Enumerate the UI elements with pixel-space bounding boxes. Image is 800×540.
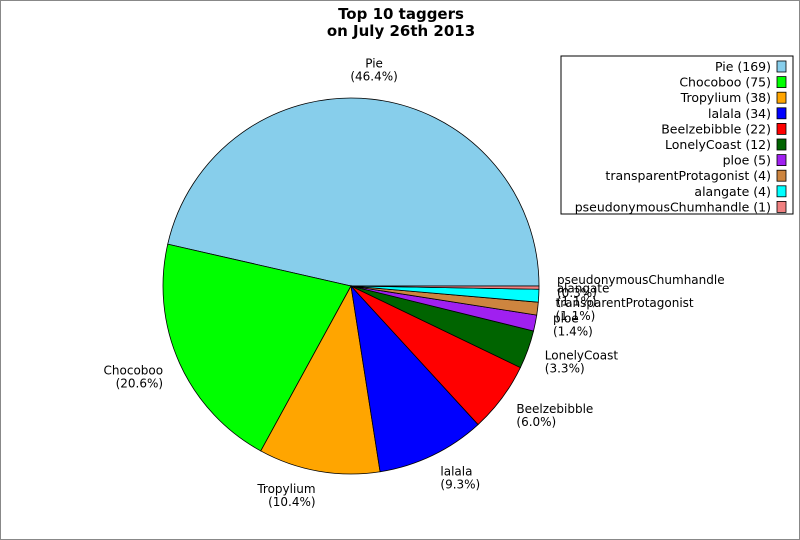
- slice-label-transparentprotagonist: transparentProtagonist: [556, 296, 694, 310]
- legend-entry-chocoboo: Chocoboo (75): [679, 75, 771, 90]
- slice-pct-lonelycoast: (3.3%): [545, 362, 585, 376]
- legend-swatch-transparentprotagonist: [776, 169, 787, 182]
- legend-swatch-tropylium: [776, 91, 787, 104]
- legend: Pie (169)Chocoboo (75)Tropylium (38)lala…: [560, 55, 794, 215]
- legend-swatch-lalala: [776, 107, 787, 120]
- legend-swatch-pseudonymouschumhandle: [776, 200, 787, 213]
- legend-swatch-pie: [776, 60, 787, 73]
- legend-swatch-alangate: [776, 185, 787, 198]
- legend-entry-lonelycoast: LonelyCoast (12): [665, 137, 771, 152]
- legend-entry-lalala: lalala (34): [708, 106, 771, 121]
- slice-pct-alangate: (1.1%): [557, 295, 597, 309]
- legend-entry-tropylium: Tropylium (38): [680, 90, 771, 105]
- pie-slice-lalala: [350, 284, 479, 473]
- legend-entry-transparentprotagonist: transparentProtagonist (4): [605, 168, 771, 183]
- legend-swatch-chocoboo: [776, 76, 787, 88]
- slice-label-tropylium: Tropylium: [256, 482, 315, 496]
- pie-slice-pseudonymouschumhandle: [350, 285, 540, 290]
- legend-entry-ploe: ploe (5): [723, 153, 771, 168]
- legend-entry-beelzebibble: Beelzebibble (22): [661, 121, 771, 136]
- slice-label-lonelycoast: LonelyCoast: [545, 349, 619, 363]
- slice-pct-ploe: (1.4%): [553, 325, 593, 339]
- chart-title-line-1: Top 10 taggers: [338, 5, 464, 23]
- slice-label-ploe: ploe: [553, 312, 579, 326]
- slice-pct-lalala: (9.3%): [440, 478, 480, 492]
- legend-swatch-lonelycoast: [776, 138, 787, 151]
- pie-slice-tropylium: [260, 284, 381, 475]
- slice-label-alangate: alangate: [557, 282, 610, 296]
- slice-pct-tropylium: (10.4%): [268, 495, 315, 509]
- legend-entry-alangate: alangate (4): [694, 184, 771, 199]
- legend-entry-pie: Pie (169): [715, 59, 771, 74]
- pie-slice-chocoboo: [162, 243, 352, 452]
- slice-label-pie: Pie: [365, 56, 383, 70]
- slice-pct-beelzebibble: (6.0%): [516, 415, 556, 429]
- slice-label-chocoboo: Chocoboo: [104, 364, 164, 378]
- legend-swatch-ploe: [776, 154, 787, 167]
- pie-slices: [162, 97, 540, 475]
- slice-pct-pie: (46.4%): [350, 69, 397, 83]
- slice-pct-transparentprotagonist: (1.1%): [556, 309, 596, 323]
- slice-pct-pseudonymouschumhandle: (0.3%): [557, 286, 597, 300]
- legend-entry-pseudonymouschumhandle: pseudonymousChumhandle (1): [575, 199, 771, 214]
- slice-pct-chocoboo: (20.6%): [116, 377, 163, 391]
- slice-labels: Pie(46.4%) Chocoboo(20.6%) Tropylium(10.4%…: [104, 56, 725, 509]
- chart-title-line-2: on July 26th 2013: [327, 22, 475, 40]
- legend-swatch-beelzebibble: [776, 123, 787, 135]
- pie-slice-pie: [167, 97, 540, 287]
- slice-label-lalala: lalala: [440, 465, 472, 479]
- slice-label-pseudonymouschumhandle: pseudonymousChumhandle: [557, 273, 725, 287]
- legend-box: [560, 55, 794, 215]
- slice-label-beelzebibble: Beelzebibble: [516, 402, 593, 416]
